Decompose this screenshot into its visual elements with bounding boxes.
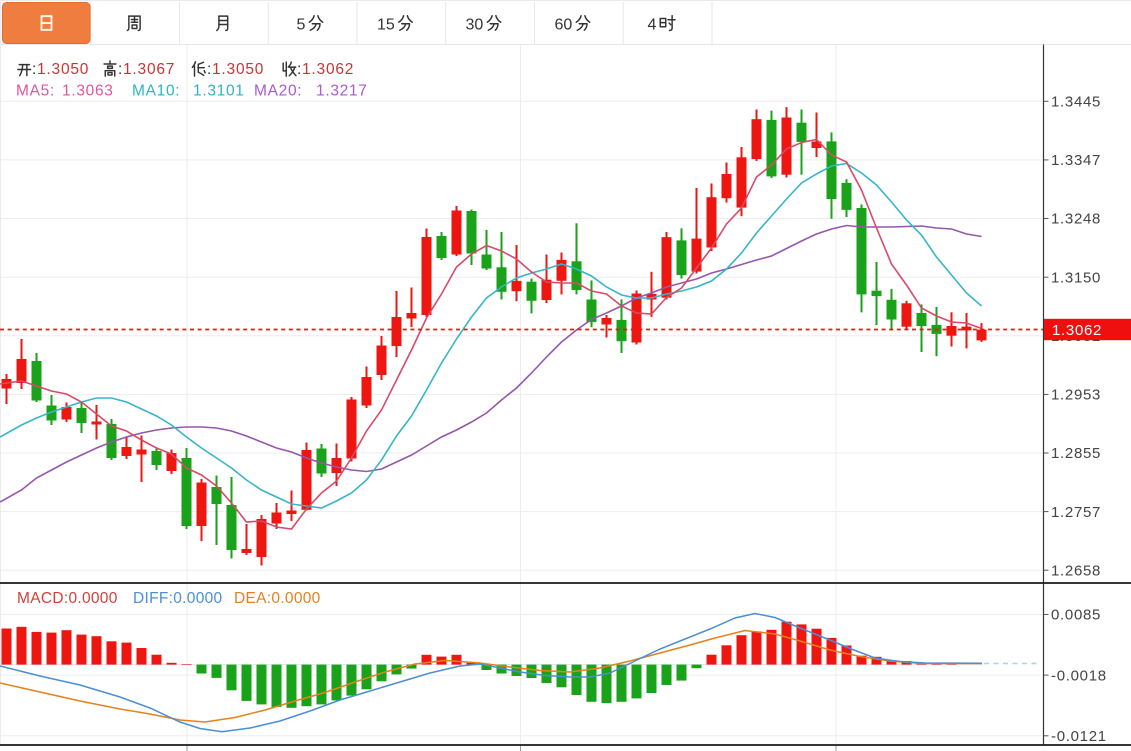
svg-text:1.3062: 1.3062 (1052, 322, 1102, 339)
svg-text:1.3050: 1.3050 (37, 61, 89, 78)
svg-text::: : (32, 61, 37, 78)
svg-text:1.3067: 1.3067 (123, 61, 175, 78)
svg-text:1.3101: 1.3101 (193, 83, 245, 100)
svg-text:1.3248: 1.3248 (1051, 211, 1101, 228)
svg-text:5: 5 (297, 17, 306, 34)
svg-text:DEA:0.0000: DEA:0.0000 (234, 590, 321, 607)
svg-text:1.2953: 1.2953 (1051, 387, 1101, 404)
svg-text:1.3050: 1.3050 (212, 61, 264, 78)
svg-text:60: 60 (555, 17, 573, 34)
svg-text:1.2855: 1.2855 (1051, 445, 1101, 462)
svg-text:30: 30 (466, 17, 484, 34)
svg-text:1.3217: 1.3217 (316, 83, 368, 100)
svg-text:1.3063: 1.3063 (62, 83, 114, 100)
svg-text:4: 4 (648, 17, 657, 34)
svg-text:MA20:: MA20: (254, 83, 302, 100)
svg-text:-0.0121: -0.0121 (1051, 728, 1107, 745)
svg-text:1.3347: 1.3347 (1051, 152, 1101, 169)
svg-text::: : (118, 61, 123, 78)
svg-text:1.3445: 1.3445 (1051, 94, 1101, 111)
svg-text::: : (297, 61, 302, 78)
svg-text::: : (207, 61, 212, 78)
svg-text:1.2658: 1.2658 (1051, 562, 1101, 579)
svg-text:MA5:: MA5: (16, 83, 55, 100)
svg-text:1.2757: 1.2757 (1051, 504, 1101, 521)
svg-text:15: 15 (377, 17, 395, 34)
svg-text:-0.0018: -0.0018 (1051, 667, 1107, 684)
svg-text:DIFF:0.0000: DIFF:0.0000 (133, 590, 223, 607)
svg-text:1.3150: 1.3150 (1051, 269, 1101, 286)
svg-text:MA10:: MA10: (132, 83, 180, 100)
svg-text:MACD:0.0000: MACD:0.0000 (17, 590, 118, 607)
svg-text:0.0085: 0.0085 (1051, 607, 1101, 624)
svg-text:1.3062: 1.3062 (302, 61, 354, 78)
